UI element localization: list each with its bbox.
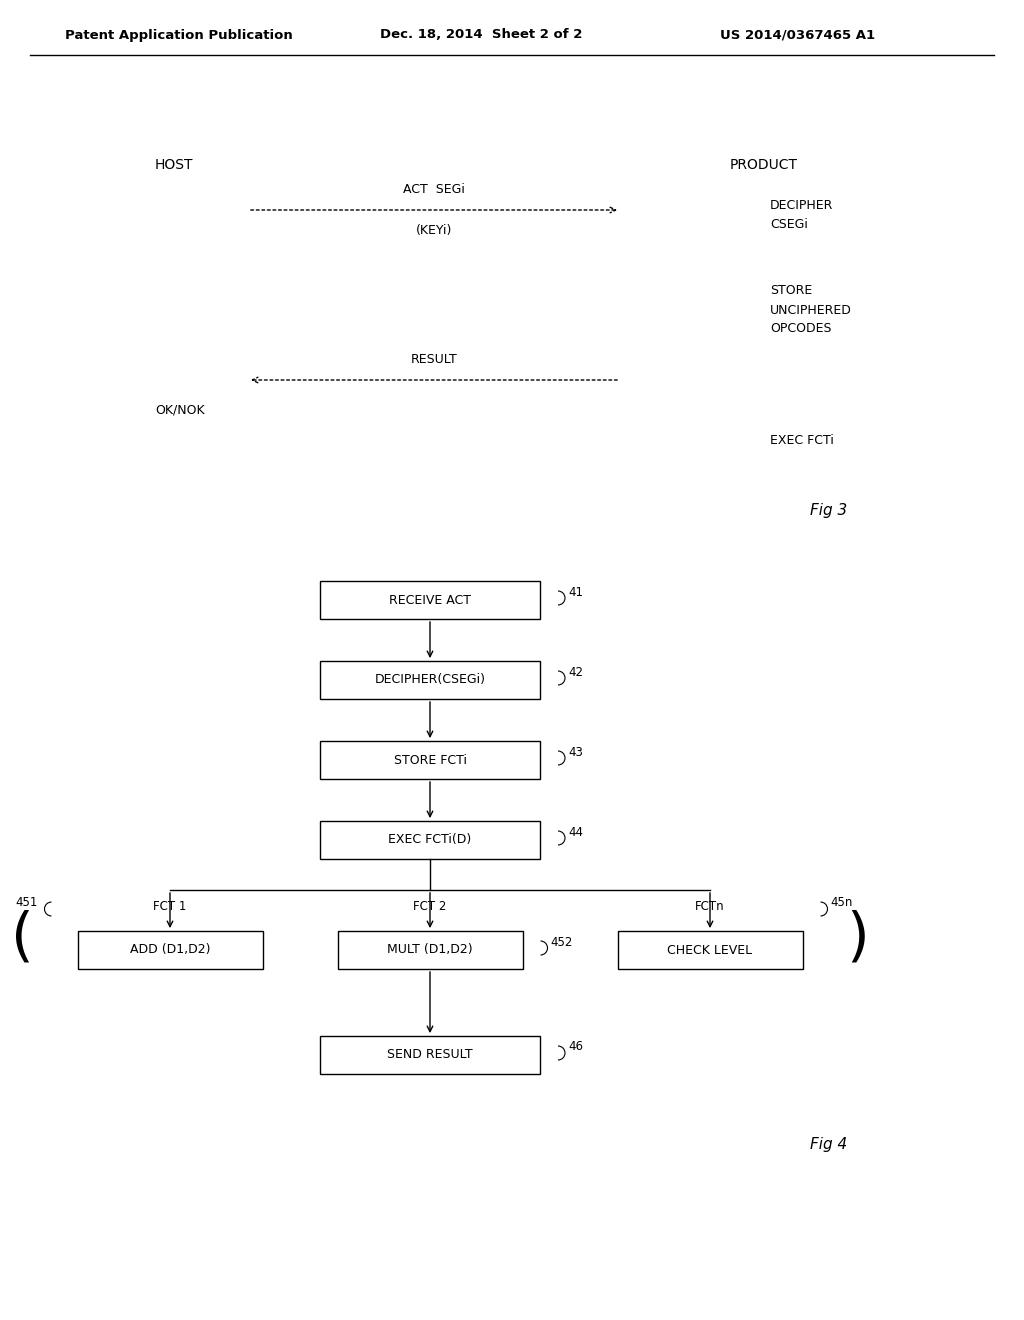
Text: ACT  SEGi: ACT SEGi — [403, 183, 465, 195]
Text: Fig 4: Fig 4 — [810, 1138, 847, 1152]
Text: STORE
UNCIPHERED
OPCODES: STORE UNCIPHERED OPCODES — [770, 285, 852, 335]
Text: Dec. 18, 2014  Sheet 2 of 2: Dec. 18, 2014 Sheet 2 of 2 — [380, 29, 583, 41]
FancyBboxPatch shape — [617, 931, 803, 969]
Text: (KEYi): (KEYi) — [416, 224, 453, 238]
Text: 452: 452 — [551, 936, 572, 949]
Text: US 2014/0367465 A1: US 2014/0367465 A1 — [720, 29, 876, 41]
FancyBboxPatch shape — [78, 931, 262, 969]
Text: PRODUCT: PRODUCT — [730, 158, 798, 172]
Text: (: ( — [11, 909, 34, 966]
Text: FCTn: FCTn — [695, 900, 725, 913]
Text: Patent Application Publication: Patent Application Publication — [65, 29, 293, 41]
Text: HOST: HOST — [155, 158, 194, 172]
Text: CHECK LEVEL: CHECK LEVEL — [668, 944, 753, 957]
FancyBboxPatch shape — [319, 661, 540, 700]
Text: EXEC FCTi: EXEC FCTi — [770, 433, 834, 446]
Text: 46: 46 — [568, 1040, 583, 1053]
Text: 42: 42 — [568, 665, 583, 678]
Text: FCT 2: FCT 2 — [414, 900, 446, 913]
Text: ADD (D1,D2): ADD (D1,D2) — [130, 944, 210, 957]
Text: DECIPHER
CSEGi: DECIPHER CSEGi — [770, 199, 834, 231]
FancyBboxPatch shape — [319, 1036, 540, 1074]
Text: MULT (D1,D2): MULT (D1,D2) — [387, 944, 473, 957]
Text: 43: 43 — [568, 746, 583, 759]
Text: 44: 44 — [568, 825, 583, 838]
Text: STORE FCTi: STORE FCTi — [393, 754, 467, 767]
Text: ): ) — [846, 909, 869, 966]
FancyBboxPatch shape — [319, 821, 540, 859]
FancyBboxPatch shape — [319, 741, 540, 779]
Text: OK/NOK: OK/NOK — [155, 404, 205, 417]
Text: SEND RESULT: SEND RESULT — [387, 1048, 473, 1061]
Text: RESULT: RESULT — [411, 352, 458, 366]
Text: 451: 451 — [15, 896, 38, 909]
FancyBboxPatch shape — [319, 581, 540, 619]
Text: Fig 3: Fig 3 — [810, 503, 847, 517]
Text: RECEIVE ACT: RECEIVE ACT — [389, 594, 471, 606]
Text: EXEC FCTi(D): EXEC FCTi(D) — [388, 833, 472, 846]
Text: DECIPHER(CSEGi): DECIPHER(CSEGi) — [375, 673, 485, 686]
FancyBboxPatch shape — [338, 931, 522, 969]
Text: 41: 41 — [568, 586, 583, 598]
Text: 45n: 45n — [830, 896, 853, 909]
Text: FCT 1: FCT 1 — [154, 900, 186, 913]
